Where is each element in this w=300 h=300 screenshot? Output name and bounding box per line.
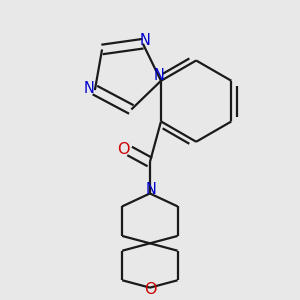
Text: O: O <box>144 282 156 297</box>
Text: N: N <box>139 32 150 47</box>
Text: N: N <box>84 81 95 96</box>
Text: N: N <box>154 68 165 83</box>
Text: O: O <box>117 142 129 157</box>
Text: N: N <box>145 182 156 197</box>
